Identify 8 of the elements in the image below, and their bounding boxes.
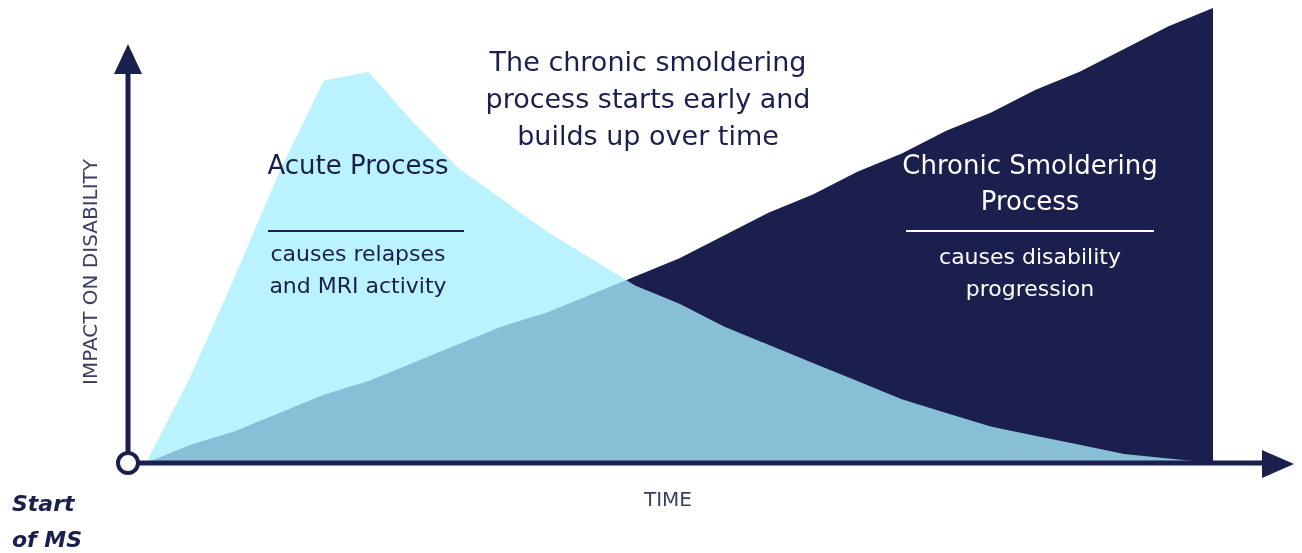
y-axis-title: IMPACT ON DISABILITY: [78, 158, 103, 386]
text: Start of MS: [12, 490, 83, 552]
annotation: causes relapses and MRI activity: [269, 240, 447, 298]
text: The chronic smoldering process starts early and builds up over time: [485, 46, 811, 152]
series-label: Acute Process: [267, 149, 449, 180]
annotation: causes disability progression: [939, 243, 1121, 301]
x-axis-title: TIME: [642, 487, 693, 512]
series-label: Chronic Smoldering Process: [902, 149, 1158, 216]
